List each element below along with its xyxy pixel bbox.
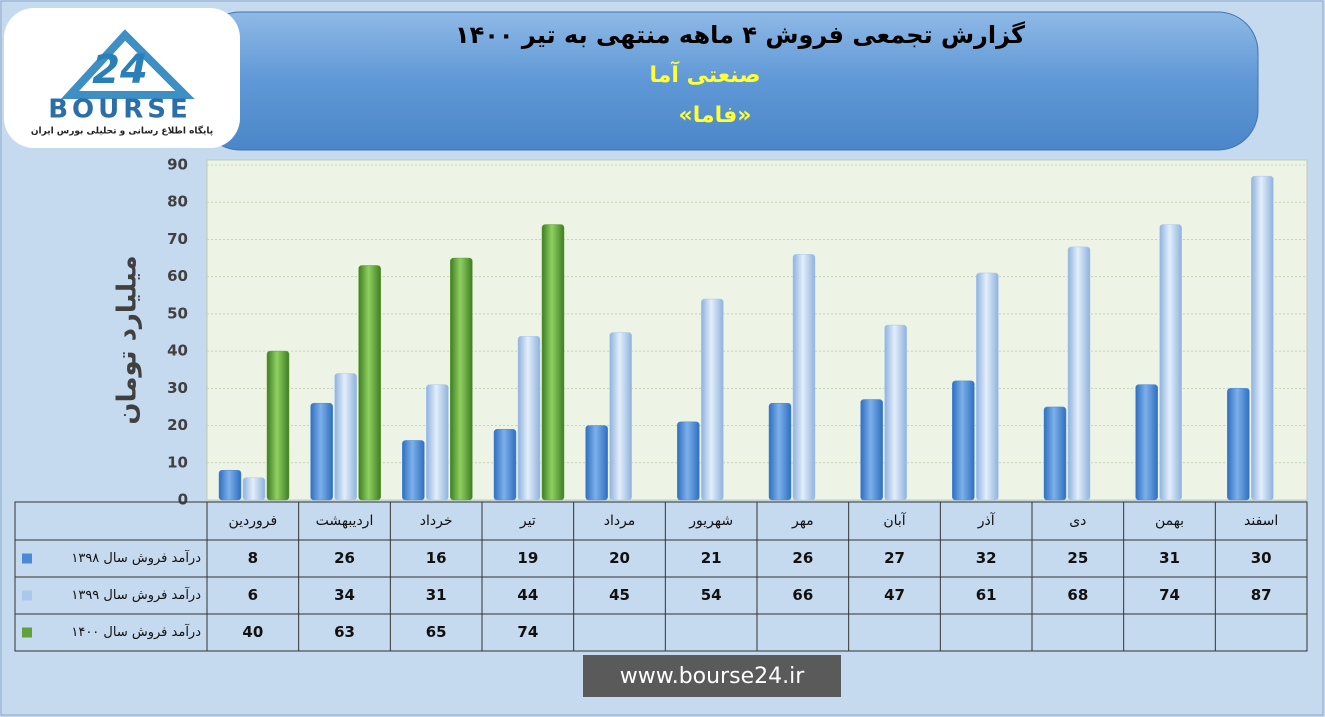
table-value: 19 xyxy=(517,549,538,567)
bar xyxy=(860,399,883,501)
logo-box xyxy=(4,8,240,148)
x-tick-label: مهر xyxy=(791,513,814,529)
table-value: 65 xyxy=(426,623,447,641)
y-tick-label: 80 xyxy=(167,193,188,211)
x-tick-label: شهریور xyxy=(688,513,733,529)
bar xyxy=(334,373,357,501)
bar xyxy=(677,421,700,501)
legend-swatch xyxy=(22,553,32,564)
x-tick-label: آبان xyxy=(883,512,906,529)
bar xyxy=(493,429,517,501)
bar xyxy=(884,324,907,501)
bar xyxy=(585,425,608,501)
bar xyxy=(450,257,473,501)
watermark-box xyxy=(583,655,841,697)
table-value: 25 xyxy=(1067,549,1088,567)
y-axis-label: میلیارد تومان xyxy=(113,255,143,424)
y-tick-label: 70 xyxy=(167,230,188,248)
bar xyxy=(792,254,816,501)
table-value: 27 xyxy=(884,549,905,567)
table-value: 21 xyxy=(701,549,722,567)
y-tick-label: 60 xyxy=(167,267,188,285)
table-value: 32 xyxy=(976,549,997,567)
bar xyxy=(266,350,290,501)
table-value: 74 xyxy=(1159,586,1180,604)
logo-text: BOURSE xyxy=(48,95,192,125)
y-tick-label: 0 xyxy=(178,491,188,509)
bar xyxy=(701,298,724,501)
table-value: 54 xyxy=(701,586,722,604)
x-tick-label: بهمن xyxy=(1155,513,1184,529)
x-tick-label: خرداد xyxy=(420,513,453,529)
bar xyxy=(976,272,999,501)
bar xyxy=(609,332,632,501)
y-tick-label: 90 xyxy=(167,156,188,174)
y-tick-label: 20 xyxy=(167,416,188,434)
table-value: 45 xyxy=(609,586,630,604)
bar xyxy=(1135,384,1158,501)
bar xyxy=(1251,175,1274,501)
bar xyxy=(1227,388,1250,501)
x-tick-label: اسفند xyxy=(1244,513,1278,529)
bar xyxy=(517,335,541,501)
table-value: 20 xyxy=(609,549,630,567)
x-tick-label: تیر xyxy=(519,513,536,529)
logo-mark: 24 xyxy=(92,47,148,93)
table-value: 40 xyxy=(242,623,263,641)
bar xyxy=(1043,406,1067,501)
legend-label: درآمد فروش سال ۱۳۹۸ xyxy=(71,549,201,566)
legend-swatch xyxy=(22,590,32,601)
bar xyxy=(952,380,975,501)
legend-label: درآمد فروش سال ۱۴۰۰ xyxy=(71,623,201,640)
bar xyxy=(1159,224,1182,501)
legend-label: درآمد فروش سال ۱۳۹۹ xyxy=(71,586,201,603)
bar xyxy=(541,224,565,501)
x-tick-label: اردیبهشت xyxy=(316,513,374,529)
logo-tagline: پایگاه اطلاع رسانی و تحلیلی بورس ایران xyxy=(31,125,213,137)
table-value: 8 xyxy=(248,549,258,567)
table-value: 87 xyxy=(1251,586,1272,604)
table-value: 47 xyxy=(884,586,905,604)
chart-title: گزارش تجمعی فروش ۴ ماهه منتهی به تیر ۱۴۰… xyxy=(455,21,1025,49)
bar xyxy=(242,477,266,501)
x-tick-label: آذر xyxy=(977,512,996,529)
table-value: 44 xyxy=(517,586,538,604)
bar xyxy=(218,469,242,501)
logo-shape xyxy=(60,29,195,99)
table-value: 68 xyxy=(1067,586,1088,604)
table-value: 26 xyxy=(334,549,355,567)
x-tick-label: فروردین xyxy=(228,513,277,529)
y-tick-label: 10 xyxy=(167,453,188,471)
bar xyxy=(426,384,449,501)
symbol: «فاما» xyxy=(679,103,752,128)
bar xyxy=(358,265,381,501)
legend-swatch xyxy=(22,627,32,638)
table-value: 61 xyxy=(976,586,997,604)
table-value: 6 xyxy=(248,586,258,604)
table-value: 16 xyxy=(426,549,447,567)
table-value: 31 xyxy=(426,586,447,604)
y-tick-label: 30 xyxy=(167,379,188,397)
table-value: 66 xyxy=(792,586,813,604)
bar xyxy=(768,402,792,501)
watermark: www.bourse24.ir xyxy=(620,664,805,689)
y-tick-label: 40 xyxy=(167,342,188,360)
table-value: 63 xyxy=(334,623,355,641)
x-tick-label: دی xyxy=(1069,513,1086,529)
table-value: 30 xyxy=(1251,549,1272,567)
table-value: 31 xyxy=(1159,549,1180,567)
plot-area xyxy=(206,159,1308,501)
bar xyxy=(402,440,425,501)
y-tick-label: 50 xyxy=(167,304,188,322)
bar xyxy=(310,402,333,501)
x-tick-label: مرداد xyxy=(604,513,636,529)
bar xyxy=(1067,246,1091,501)
table-value: 74 xyxy=(517,623,538,641)
table-value: 26 xyxy=(792,549,813,567)
table-value: 34 xyxy=(334,586,355,604)
chart-subtitle: صنعتی آما xyxy=(650,60,761,88)
